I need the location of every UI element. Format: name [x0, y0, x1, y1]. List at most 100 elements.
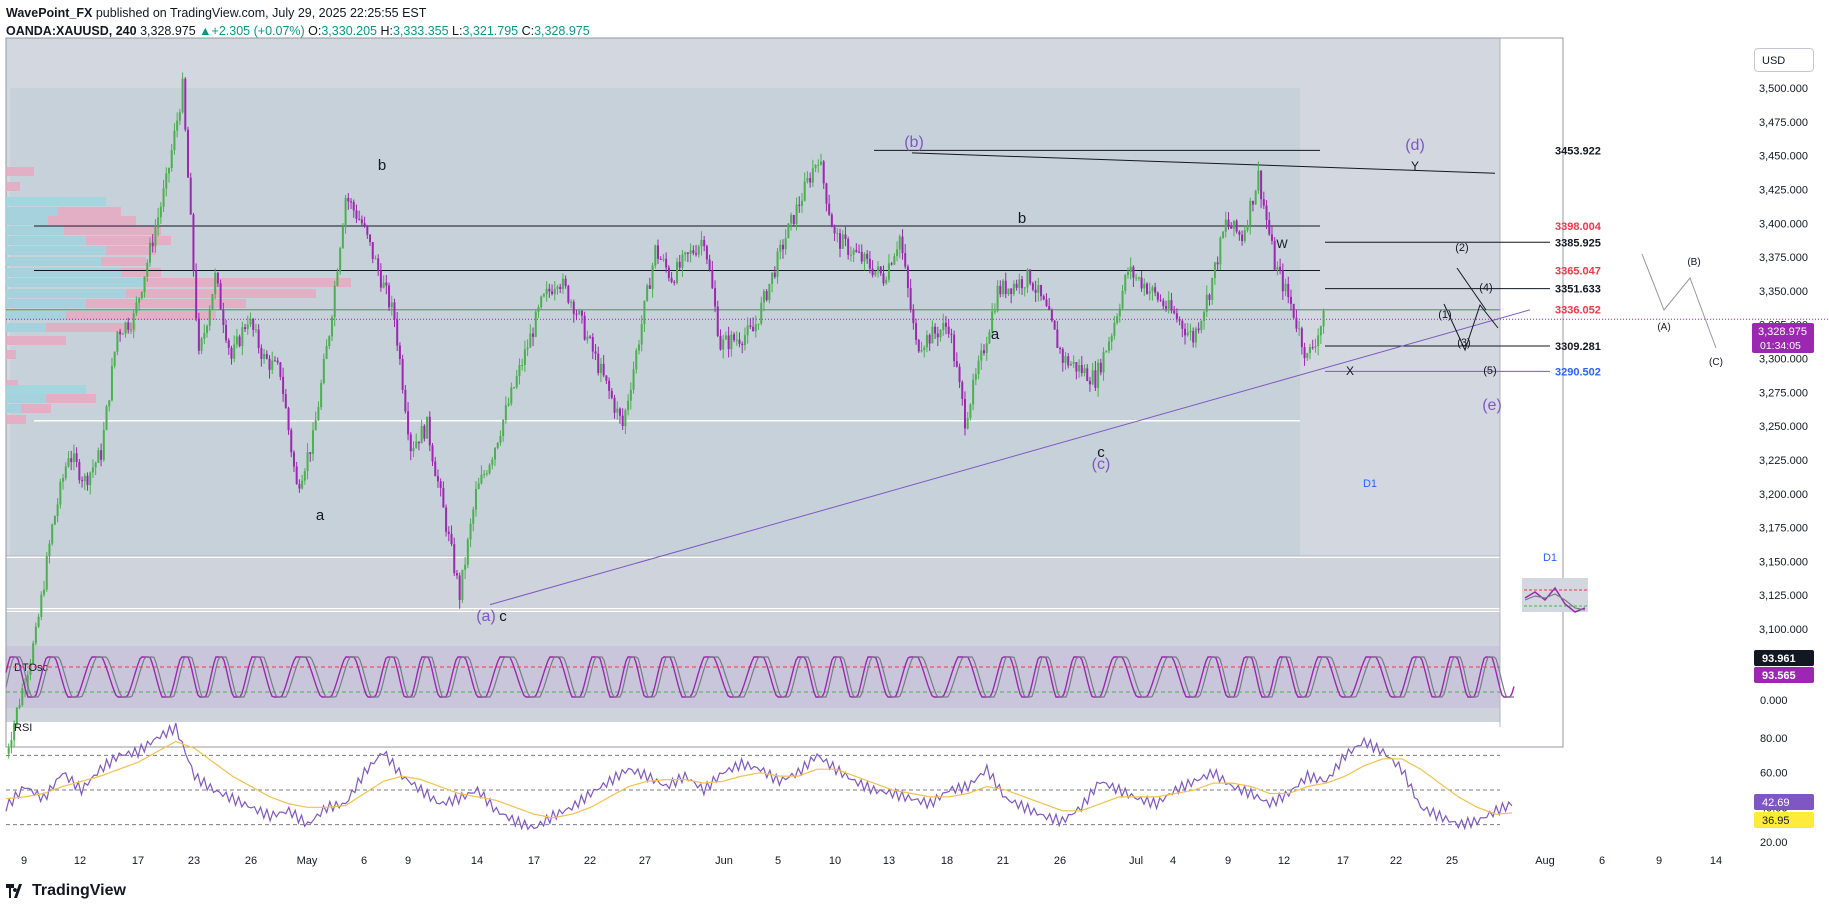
candle-countdown: 01:34:05 — [1760, 340, 1801, 352]
candle-body — [138, 298, 141, 303]
candle-body — [1322, 310, 1325, 327]
candle-body — [999, 285, 1002, 295]
candle-body — [887, 263, 890, 280]
change-arrow: ▲ — [199, 24, 212, 38]
candle-body — [1213, 262, 1216, 278]
candle-body — [1295, 317, 1298, 329]
candle-body — [159, 206, 162, 218]
candle-body — [398, 345, 401, 360]
candle-body — [787, 223, 790, 239]
candle-body — [426, 416, 429, 439]
candle-body — [1129, 266, 1132, 272]
candle-body — [162, 188, 165, 207]
symbol-name[interactable]: OANDA:XAUUSD, 240 — [6, 24, 137, 38]
candle-body — [529, 333, 532, 348]
volume-profile-bar — [6, 350, 16, 359]
candle-body — [442, 488, 445, 508]
candle-body — [119, 331, 122, 335]
candle-body — [260, 348, 263, 359]
candle-body — [1105, 350, 1108, 353]
candle-body — [523, 349, 526, 366]
candle-body — [488, 464, 491, 474]
candle-body — [472, 509, 475, 524]
candle-body — [306, 452, 309, 472]
candle-body — [874, 270, 877, 276]
price-axis-label: 3,450.000 — [1759, 151, 1808, 163]
candle-body — [627, 400, 630, 411]
candle-body — [320, 383, 323, 408]
candle-body — [94, 462, 97, 468]
high-value: 3,333.355 — [392, 24, 449, 38]
author-name[interactable]: WavePoint_FX — [6, 6, 93, 20]
volume-profile-bar — [6, 336, 66, 345]
candle-body — [977, 360, 980, 375]
price-axis-label: 3,375.000 — [1759, 252, 1808, 264]
candle-body — [654, 245, 657, 266]
candle-body — [586, 336, 589, 340]
currency-button[interactable]: USD — [1754, 48, 1814, 72]
volume-profile-bar — [6, 207, 121, 216]
candle-body — [102, 429, 105, 460]
volume-profile-bar — [6, 226, 161, 235]
price-axis-label: 3,100.000 — [1759, 624, 1808, 636]
candle-body — [792, 214, 795, 224]
candle-body — [219, 283, 222, 310]
candle-body — [686, 252, 689, 254]
wave-label: D1 — [1543, 552, 1557, 564]
candle-body — [1186, 332, 1189, 336]
candle-body — [955, 361, 958, 367]
candle-body — [1067, 356, 1070, 366]
candle-body — [724, 335, 727, 340]
candle-body — [928, 335, 931, 344]
wave-label: b — [378, 157, 386, 174]
candle-body — [1004, 280, 1007, 295]
candle-body — [279, 362, 282, 377]
price-change: +2.305 (+0.07%) — [211, 24, 305, 38]
candle-body — [521, 365, 524, 367]
candle-body — [855, 250, 858, 252]
candle-body — [124, 322, 127, 334]
candle-body — [578, 310, 581, 314]
candle-body — [108, 400, 111, 407]
candle-body — [344, 197, 347, 227]
projection-path — [1641, 253, 1717, 349]
candle-body — [276, 360, 279, 363]
wave-label: (C) — [1709, 357, 1723, 368]
candle-body — [1243, 230, 1246, 242]
candle-body — [1021, 279, 1024, 289]
candle-body — [1050, 310, 1053, 321]
low-value: 3,321.795 — [462, 24, 519, 38]
candle-body — [67, 458, 70, 467]
candle-body — [439, 481, 442, 489]
candle-body — [825, 183, 828, 204]
candle-body — [56, 504, 59, 517]
candle-body — [714, 288, 717, 307]
candle-body — [1002, 280, 1005, 295]
candle-body — [1289, 297, 1292, 304]
candle-body — [659, 258, 662, 260]
candle-body — [64, 466, 67, 479]
candle-body — [75, 453, 78, 463]
candle-body — [81, 480, 84, 482]
candle-body — [697, 246, 700, 255]
candle-body — [113, 351, 116, 366]
volume-profile-bar — [6, 394, 96, 403]
candle-body — [336, 271, 339, 286]
candle-body — [485, 473, 488, 475]
candle-body — [423, 425, 426, 439]
candle-body — [909, 288, 912, 310]
candle-body — [1238, 231, 1241, 235]
candle-body — [146, 262, 149, 277]
candle-body — [681, 254, 684, 268]
candle-body — [1143, 283, 1146, 289]
candle-body — [1015, 283, 1018, 288]
candle-body — [616, 408, 619, 413]
volume-profile-bar — [6, 182, 20, 191]
time-axis-label: 5 — [775, 855, 781, 867]
candle-body — [86, 475, 89, 486]
dtosc-d-tag — [1754, 667, 1814, 683]
candle-body — [21, 688, 24, 706]
candle-body — [1273, 240, 1276, 270]
candle-body — [985, 343, 988, 354]
